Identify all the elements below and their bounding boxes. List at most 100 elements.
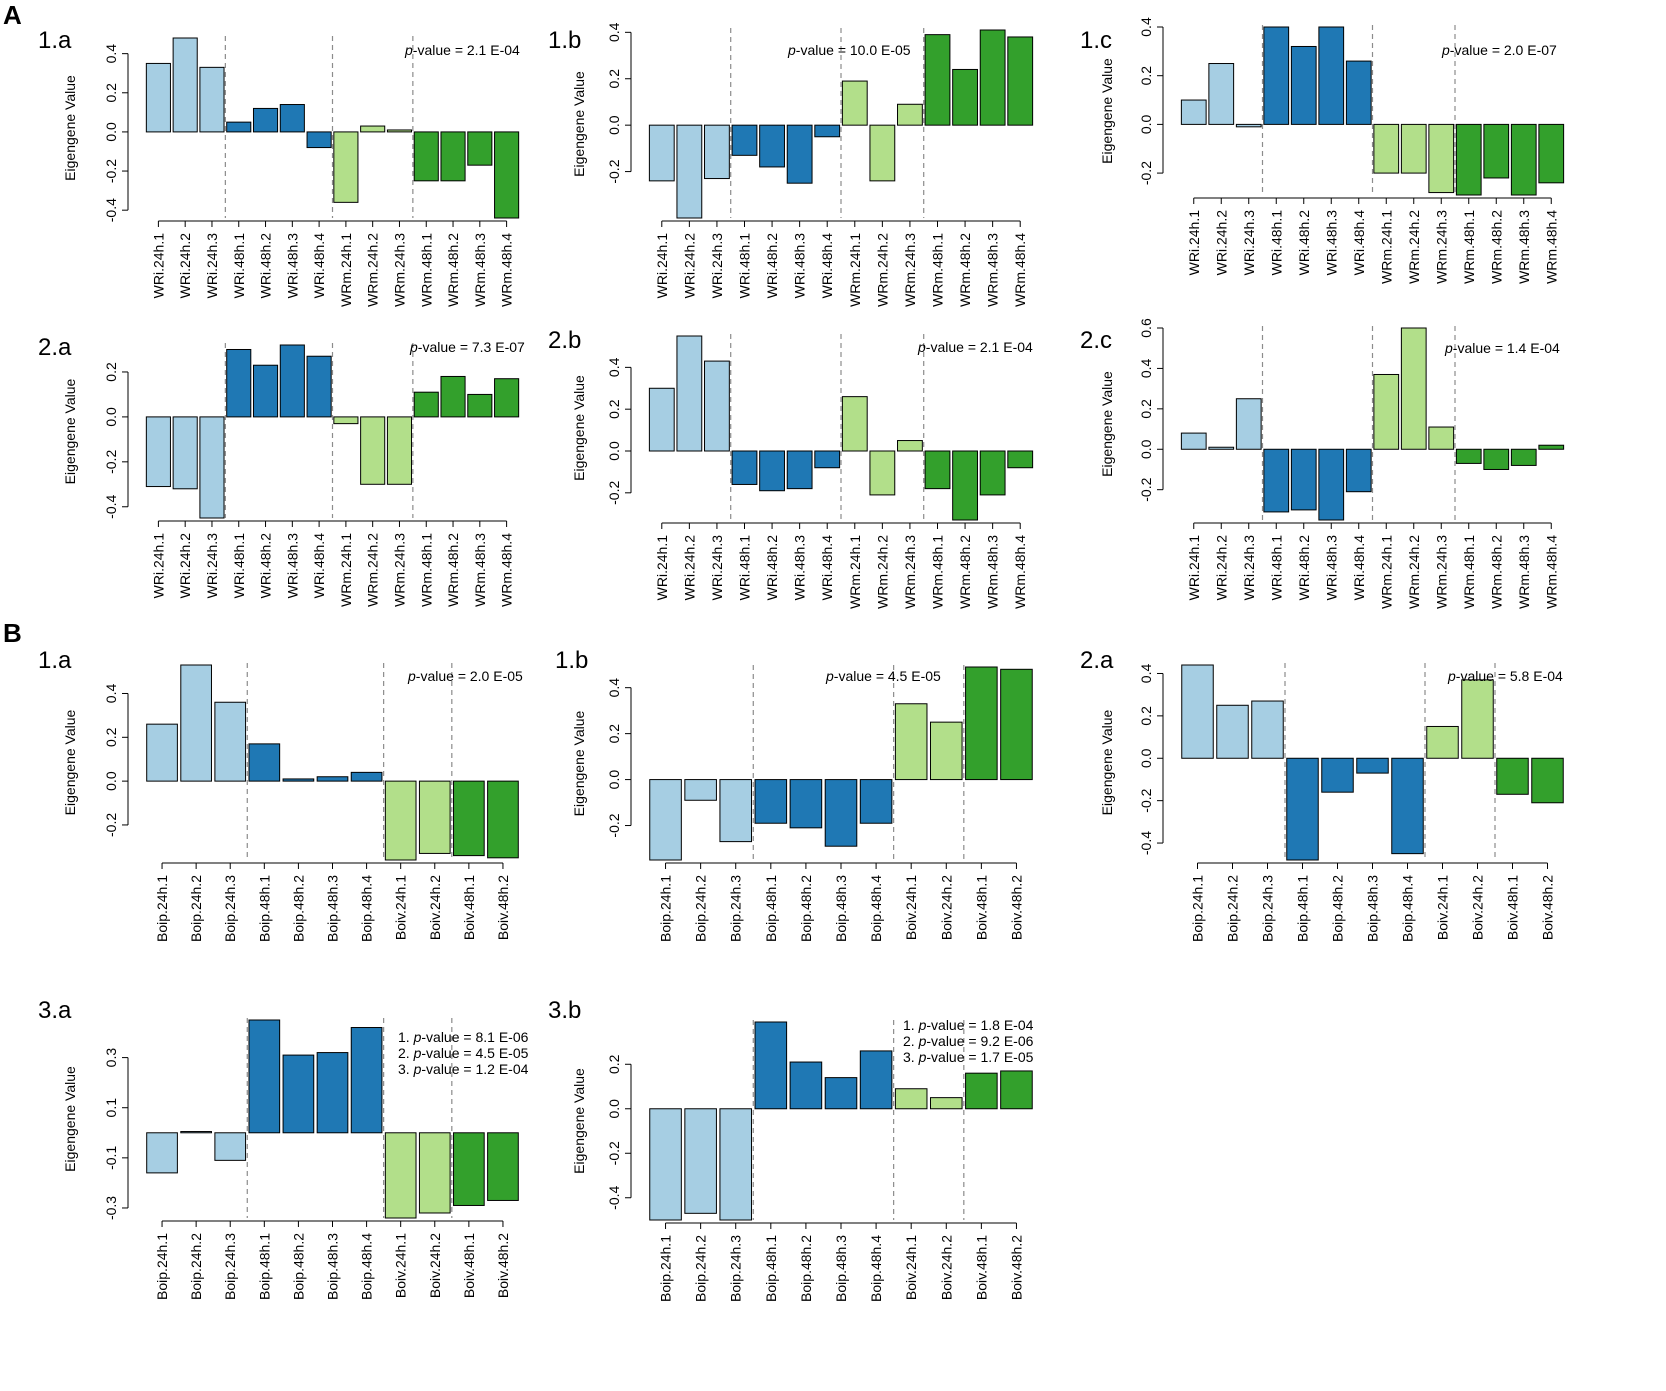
x-tick-label: WRi.24h.3 <box>709 233 725 299</box>
x-tick-label: WRm.48h.2 <box>957 233 973 307</box>
y-tick-label: 0.2 <box>1138 66 1154 86</box>
bar <box>145 416 171 488</box>
bar <box>648 124 675 182</box>
y-tick-label: 0.0 <box>606 770 622 790</box>
y-tick-label: 0.2 <box>1138 399 1154 419</box>
x-tick-label: WRm.24h.3 <box>391 533 407 607</box>
x-tick-label: WRm.48h.4 <box>499 533 515 607</box>
p-value-text: -value = 1.2 E-04 <box>421 1061 528 1077</box>
panel-title: 2.a <box>38 334 72 361</box>
x-tick-label: Boip.24h.2 <box>693 875 709 942</box>
bar <box>467 131 493 166</box>
p-value-annotation: 3. p-value = 1.7 E-05 <box>903 1049 1034 1065</box>
x-tick-label: WRm.48h.2 <box>1488 535 1504 609</box>
bar <box>824 1077 858 1110</box>
x-tick-label: Boiv.48h.2 <box>495 875 511 940</box>
p-value-annotation: p-value = 2.0 E-05 <box>407 668 523 684</box>
x-tick-label: WRi.24h.1 <box>1186 535 1202 601</box>
x-tick-label: WRm.48h.3 <box>1516 535 1532 609</box>
chart-a-2c: 2.c Eigengene Value -0.2 0.0 0.2 0.4 0.6 WRi.24… <box>1080 318 1565 609</box>
panel-title: 1.a <box>38 647 72 674</box>
p-symbol: p <box>825 668 834 684</box>
bar <box>1321 757 1354 793</box>
panel-title: 1.a <box>38 27 72 54</box>
p-symbol: p <box>404 42 413 58</box>
bar <box>1290 448 1317 511</box>
x-tick-label: WRm.24h.3 <box>902 233 918 307</box>
bar <box>684 1108 717 1214</box>
x-tick-label: WRm.48h.1 <box>1461 535 1477 609</box>
p-value-annotation: p-value = 10.0 E-05 <box>787 42 911 58</box>
y-axis-label: Eigengene Value <box>571 710 587 816</box>
bar <box>1180 432 1207 450</box>
p-value-text: -value = 1.4 E-04 <box>1453 340 1560 356</box>
bar <box>965 666 998 781</box>
x-tick-label: WRi.48h.2 <box>764 535 780 601</box>
p-value-text: -value = 7.3 E-07 <box>418 339 525 355</box>
x-tick-label: Boip.48h.1 <box>256 875 272 942</box>
x-tick-label: WRi.48h.1 <box>1268 210 1284 276</box>
x-tick-label: Boip.48h.1 <box>763 875 779 942</box>
x-tick-label: Boiv.24h.2 <box>1470 875 1486 940</box>
x-tick-label: WRi.24h.3 <box>1241 535 1257 601</box>
p-symbol: p <box>787 42 796 58</box>
bar <box>1455 123 1482 196</box>
y-axis-label: Eigengene Value <box>571 71 587 177</box>
x-tick-label: Boiv.48h.1 <box>973 1235 989 1300</box>
panel-title: 3.a <box>38 997 72 1024</box>
x-tick-label: Boiv.48h.2 <box>1008 1235 1024 1300</box>
bar <box>859 779 893 824</box>
x-tick-label: WRi.24h.2 <box>177 533 193 599</box>
x-tick-label: WRm.24h.2 <box>874 535 890 609</box>
bar <box>252 107 279 133</box>
x-tick-label: WRm.24h.3 <box>391 233 407 307</box>
p-symbol: p <box>409 339 418 355</box>
bar <box>248 1019 281 1134</box>
p-value-text: -value = 1.8 E-04 <box>926 1017 1033 1033</box>
bar <box>786 450 813 490</box>
chart-b-3a: 3.a Eigengene Value -0.3 -0.1 0.1 0.3 Boip.24h… <box>38 997 529 1300</box>
panel-title: 2.a <box>1080 647 1114 674</box>
y-tick-label: 0.2 <box>606 399 622 419</box>
x-tick-label: WRm.48h.3 <box>472 233 488 307</box>
y-tick-label: 0.0 <box>606 115 622 135</box>
p-value-annotation: p-value = 7.3 E-07 <box>409 339 525 355</box>
p-symbol: p <box>918 1033 927 1049</box>
bar <box>1428 123 1455 194</box>
x-tick-label: Boiv.48h.2 <box>495 1233 511 1298</box>
bar <box>214 1132 247 1161</box>
bar <box>965 1072 998 1110</box>
panel-title: 3.b <box>548 997 581 1024</box>
y-tick-label: -0.4 <box>1138 831 1154 855</box>
y-tick-label: -0.4 <box>606 1185 622 1209</box>
x-tick-label: WRm.48h.4 <box>1543 210 1559 284</box>
x-tick-label: WRi.24h.2 <box>177 233 193 299</box>
bar <box>1235 123 1262 128</box>
chart-a-1a: 1.a Eigengene Value -0.4 -0.2 0.0 0.2 0.4 WRi.2… <box>38 27 520 307</box>
bar <box>897 103 923 126</box>
bar <box>754 1021 788 1110</box>
chart-b-3b: 3.b Eigengene Value -0.4 -0.2 0.0 0.2 Boip.24h… <box>548 997 1034 1302</box>
y-tick-label: -0.2 <box>103 450 119 474</box>
x-tick-label: WRm.48h.1 <box>930 233 946 307</box>
bar <box>814 124 841 138</box>
p-value-text: -value = 2.1 E-04 <box>926 339 1033 355</box>
x-tick-label: WRm.48h.2 <box>445 233 461 307</box>
y-tick-label: 0.4 <box>103 684 119 704</box>
panel-title: 1.b <box>548 27 581 54</box>
x-tick-label: Boiv.24h.1 <box>903 875 919 940</box>
bar <box>360 125 386 133</box>
bar <box>1180 99 1207 125</box>
x-tick-label: WRi.48h.1 <box>737 233 753 299</box>
bar <box>494 378 520 418</box>
bar <box>248 743 281 782</box>
y-axis-label: Eigengene Value <box>62 1066 78 1172</box>
y-axis-label: Eigengene Value <box>62 75 78 181</box>
x-tick-label: Boip.24h.3 <box>222 875 238 942</box>
x-tick-label: WRi.48h.3 <box>792 535 808 601</box>
x-tick-label: Boip.24h.3 <box>1260 875 1276 942</box>
p-value-annotation: p-value = 4.5 E-05 <box>825 668 941 684</box>
p-value-annotation: p-value = 1.4 E-04 <box>1444 340 1560 356</box>
bar <box>759 450 785 492</box>
bar <box>1000 1070 1033 1110</box>
